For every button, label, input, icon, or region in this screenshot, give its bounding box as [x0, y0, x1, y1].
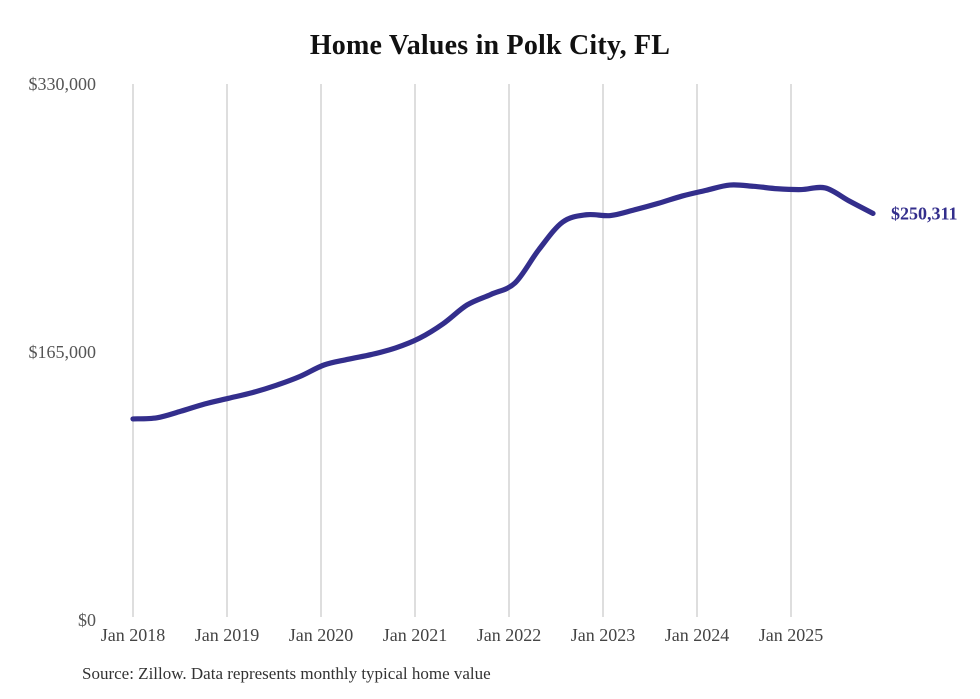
- x-tick-label-2: Jan 2020: [289, 625, 354, 645]
- y-tick-label-2: $0: [78, 610, 96, 630]
- y-tick-label-0: $330,000: [29, 74, 97, 94]
- source-note: Source: Zillow. Data represents monthly …: [82, 664, 491, 683]
- chart-title: Home Values in Polk City, FL: [309, 30, 671, 61]
- x-tick-label-7: Jan 2025: [759, 625, 824, 645]
- x-tick-label-3: Jan 2021: [383, 625, 448, 645]
- x-axis-tick-labels: Jan 2018 Jan 2019 Jan 2020 Jan 2021 Jan 2022…: [101, 625, 824, 645]
- home-value-line: [130, 182, 876, 422]
- y-axis-tick-labels: $330,000 $165,000 $0: [29, 74, 97, 630]
- x-tick-label-6: Jan 2024: [665, 625, 730, 645]
- x-tick-label-1: Jan 2019: [195, 625, 260, 645]
- x-tick-label-5: Jan 2023: [571, 625, 636, 645]
- end-value-label: $250,311: [891, 203, 958, 223]
- y-tick-label-1: $165,000: [29, 342, 97, 362]
- chart-series-group: [130, 182, 876, 422]
- chart-gridlines: [132, 84, 792, 617]
- end-value-label-group: $250,311: [891, 203, 958, 223]
- x-tick-label-0: Jan 2018: [101, 625, 166, 645]
- x-tick-label-4: Jan 2022: [477, 625, 542, 645]
